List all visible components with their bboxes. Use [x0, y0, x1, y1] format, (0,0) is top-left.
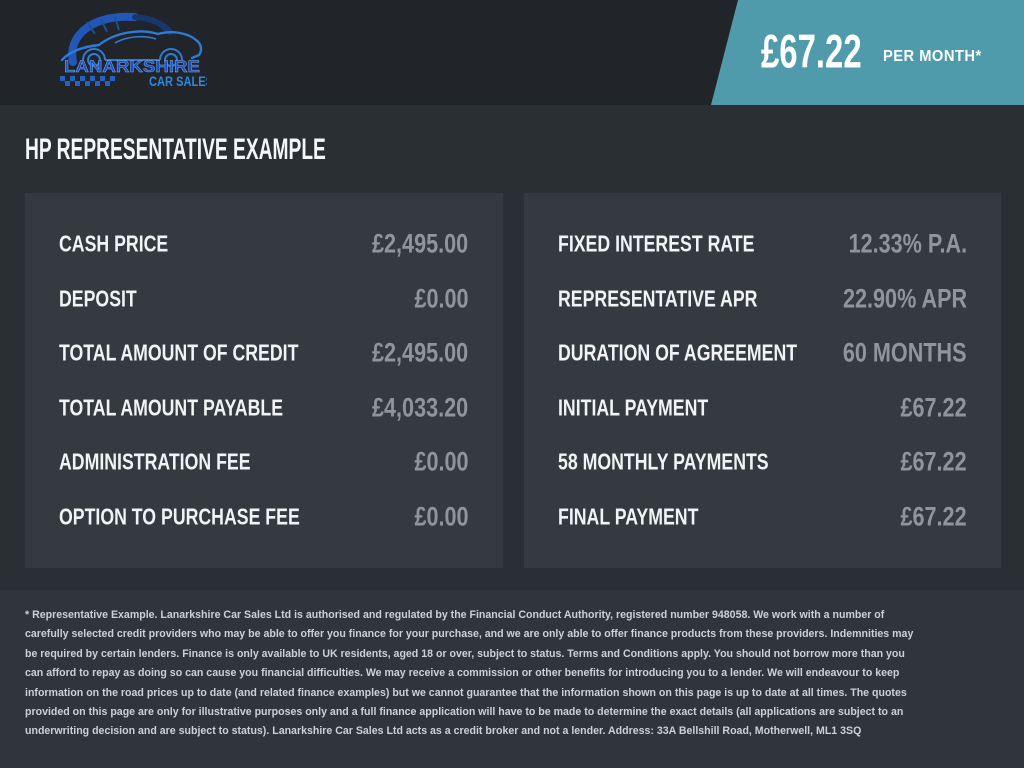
finance-label: DURATION OF AGREEMENT — [557, 339, 797, 366]
finance-value: £67.22 — [900, 446, 967, 477]
monthly-price-amount: £67.22 — [761, 23, 862, 77]
finance-value: £2,495.00 — [372, 228, 469, 259]
finance-label: 58 MONTHLY PAYMENTS — [557, 448, 769, 475]
brand-name: LANARKSHIRE — [64, 57, 200, 76]
finance-label: INITIAL PAYMENT — [557, 394, 708, 421]
finance-value: £0.00 — [414, 446, 469, 477]
finance-label: TOTAL AMOUNT OF CREDIT — [59, 339, 299, 366]
finance-label: FINAL PAYMENT — [557, 503, 698, 530]
finance-label: TOTAL AMOUNT PAYABLE — [59, 394, 284, 421]
finance-value: £0.00 — [414, 501, 469, 532]
finance-row: DURATION OF AGREEMENT 60 MONTHS — [558, 326, 968, 381]
finance-row: INITIAL PAYMENT £67.22 — [558, 381, 968, 436]
finance-label: REPRESENTATIVE APR — [557, 285, 757, 312]
finance-row: DEPOSIT £0.00 — [59, 272, 469, 327]
car-icon — [60, 12, 203, 67]
header-bar: LANARKSHIRE CAR SALES £67.22 PER MONTH* — [0, 0, 1024, 105]
finance-value: £67.22 — [900, 392, 967, 423]
finance-label: FIXED INTEREST RATE — [557, 230, 754, 257]
finance-value: £2,495.00 — [372, 337, 469, 368]
finance-row: OPTION TO PURCHASE FEE £0.00 — [59, 490, 469, 545]
finance-value: £4,033.20 — [372, 392, 469, 423]
finance-value: 60 MONTHS — [843, 337, 967, 368]
brand-tagline: CAR SALES — [149, 73, 207, 89]
finance-label: DEPOSIT — [59, 285, 137, 312]
finance-row: TOTAL AMOUNT OF CREDIT £2,495.00 — [59, 326, 469, 381]
finance-label: OPTION TO PURCHASE FEE — [59, 503, 300, 530]
finance-panel-terms: FIXED INTEREST RATE 12.33% P.A. REPRESEN… — [523, 193, 1001, 568]
finance-value: £0.00 — [414, 283, 469, 314]
finance-value: 22.90% APR — [842, 283, 967, 314]
finance-label: CASH PRICE — [59, 230, 169, 257]
checkered-flag-icon — [60, 76, 115, 86]
finance-row: TOTAL AMOUNT PAYABLE £4,033.20 — [59, 381, 469, 436]
monthly-price-banner: £67.22 PER MONTH* — [711, 0, 1024, 105]
finance-value: 12.33% P.A. — [848, 228, 967, 259]
page-title: HP REPRESENTATIVE EXAMPLE — [25, 133, 326, 166]
finance-panel-amounts: CASH PRICE £2,495.00 DEPOSIT £0.00 TOTAL… — [25, 193, 503, 568]
disclaimer-text: * Representative Example. Lanarkshire Ca… — [25, 609, 914, 738]
brand-logo[interactable]: LANARKSHIRE CAR SALES — [57, 8, 207, 96]
finance-row: CASH PRICE £2,495.00 — [59, 217, 469, 272]
finance-row: 58 MONTHLY PAYMENTS £67.22 — [558, 435, 968, 490]
finance-row: FIXED INTEREST RATE 12.33% P.A. — [558, 217, 968, 272]
finance-value: £67.22 — [900, 501, 967, 532]
finance-row: REPRESENTATIVE APR 22.90% APR — [558, 272, 968, 327]
monthly-price-period: PER MONTH* — [883, 48, 982, 65]
finance-label: ADMINISTRATION FEE — [59, 448, 251, 475]
finance-row: FINAL PAYMENT £67.22 — [558, 490, 968, 545]
footer-disclaimer-section: * Representative Example. Lanarkshire Ca… — [0, 590, 1024, 768]
finance-row: ADMINISTRATION FEE £0.00 — [59, 435, 469, 490]
finance-panels: CASH PRICE £2,495.00 DEPOSIT £0.00 TOTAL… — [25, 193, 1001, 568]
